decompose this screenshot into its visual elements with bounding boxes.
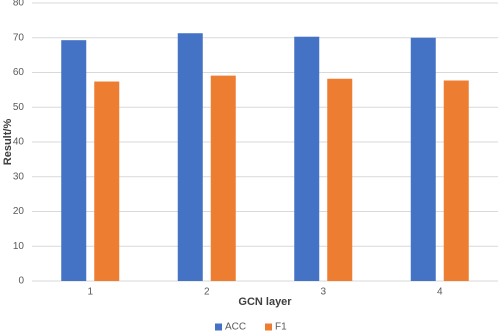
x-tick-label: 4 [437,287,443,298]
bar [210,75,236,281]
x-tick-label: 3 [320,287,326,298]
bar [410,37,436,281]
bar [177,33,203,281]
bar [327,78,353,281]
x-axis-title: GCN layer [238,296,292,308]
bar [443,80,469,282]
y-tick-label: 40 [13,137,25,148]
legend-label: F1 [275,322,287,333]
y-tick-label: 10 [13,241,25,252]
bar [61,40,87,282]
y-tick-label: 60 [13,67,25,78]
bar [294,36,320,281]
y-axis-title: Result/% [2,119,14,166]
x-tick-label: 2 [204,287,210,298]
y-tick-label: 50 [13,102,25,113]
y-tick-label: 30 [13,171,25,182]
y-tick-label: 70 [13,32,25,43]
legend-swatch [265,323,272,331]
x-tick-label: 1 [87,287,93,298]
bar [94,81,120,281]
legend-swatch [215,323,222,331]
legend-label: ACC [225,322,246,333]
y-tick-label: 80 [13,0,25,9]
y-tick-label: 0 [18,276,24,287]
y-tick-label: 20 [13,206,25,217]
